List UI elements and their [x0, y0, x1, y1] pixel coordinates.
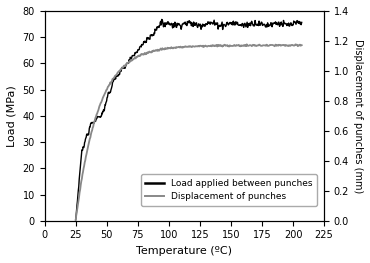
Y-axis label: Displacement of punches (mm): Displacement of punches (mm) — [353, 39, 363, 193]
Y-axis label: Load (MPa): Load (MPa) — [7, 85, 17, 147]
Legend: Load applied between punches, Displacement of punches: Load applied between punches, Displaceme… — [141, 174, 317, 206]
X-axis label: Temperature (ºC): Temperature (ºC) — [136, 246, 232, 256]
